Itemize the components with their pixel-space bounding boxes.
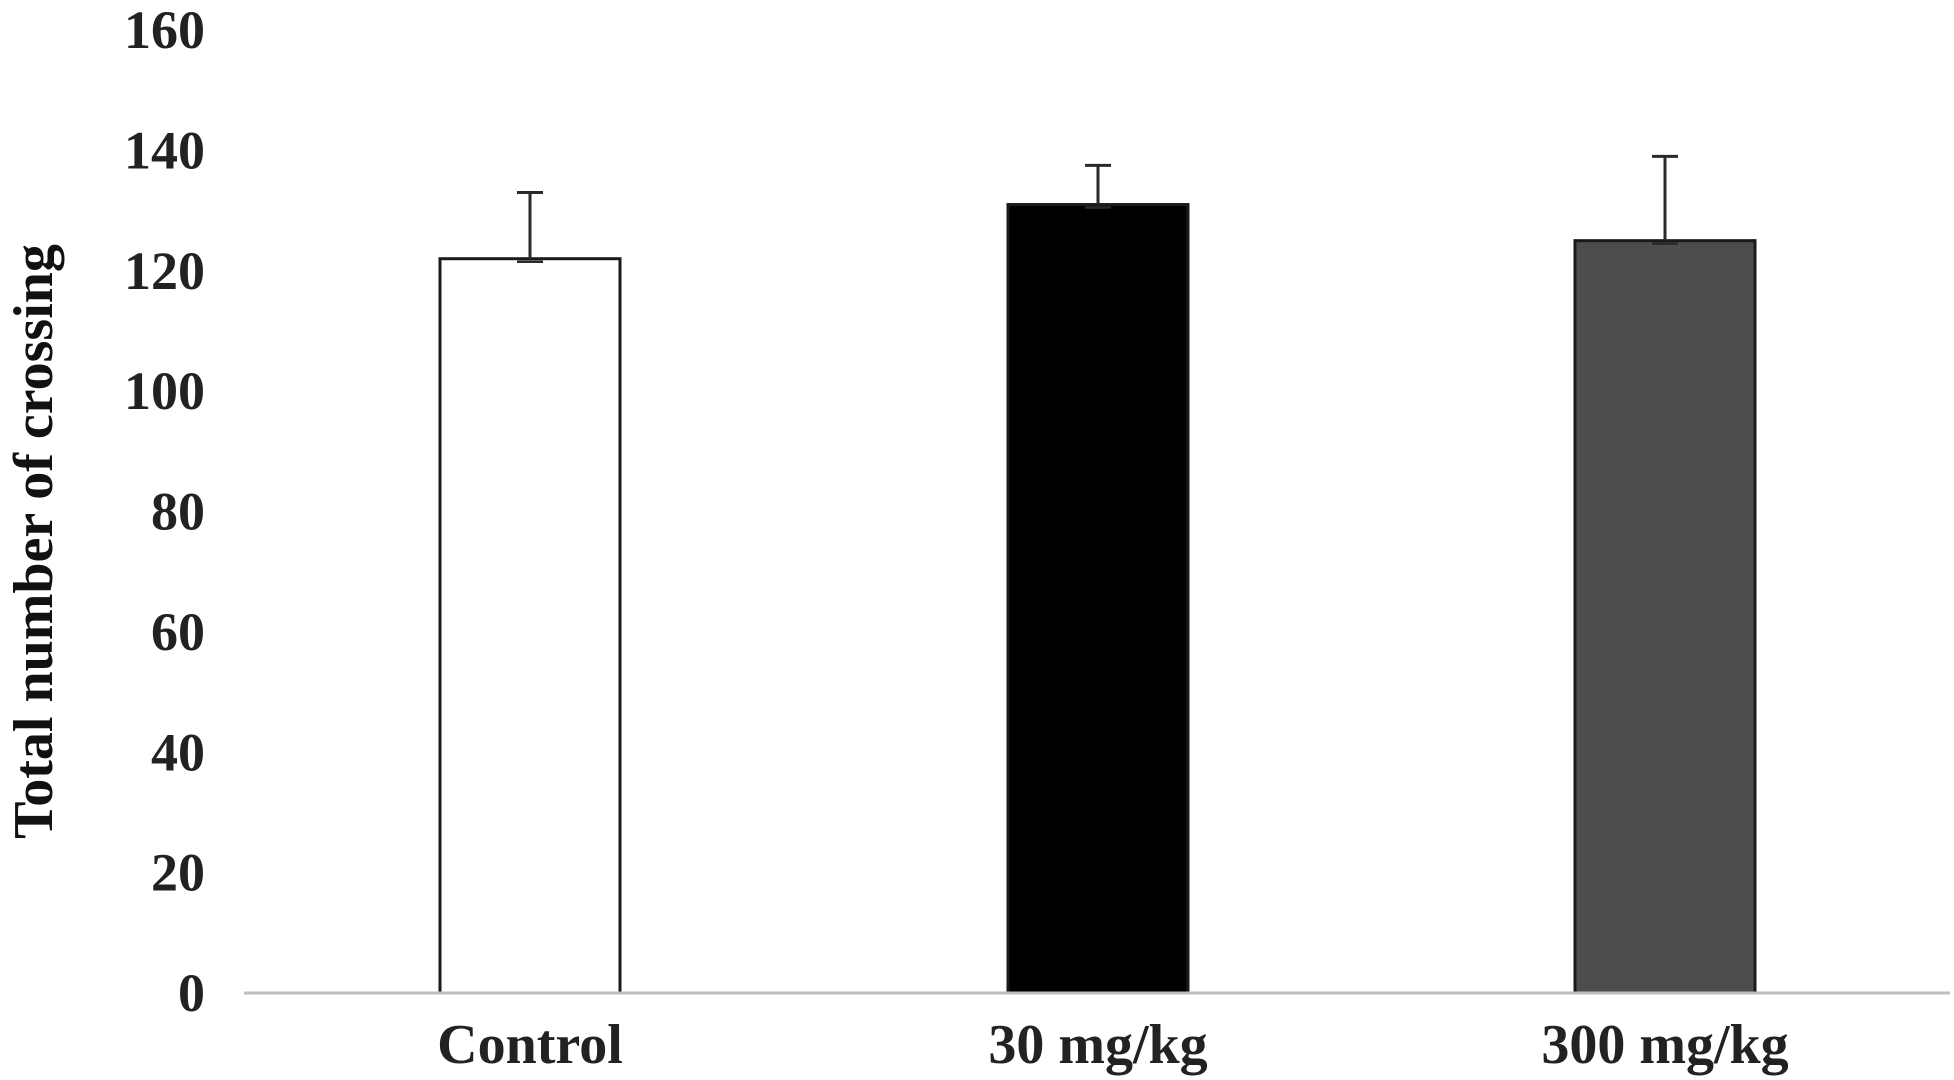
y-tick-label: 100 <box>124 361 205 421</box>
y-tick-label: 0 <box>178 963 205 1023</box>
x-tick-label: 300 mg/kg <box>1541 1014 1788 1076</box>
x-tick-label: 30 mg/kg <box>988 1014 1207 1076</box>
y-tick-label: 160 <box>124 0 205 60</box>
bar <box>1006 203 1190 995</box>
bar <box>1573 239 1757 995</box>
y-tick-label: 60 <box>151 602 205 662</box>
x-axis-labels: Control 30 mg/kg 300 mg/kg <box>437 1014 1789 1076</box>
y-tick-label: 80 <box>151 482 205 542</box>
y-axis-ticks: 0 20 40 60 80 100 120 140 160 <box>124 0 205 1023</box>
bars <box>438 203 1757 995</box>
y-tick-label: 20 <box>151 843 205 903</box>
x-tick-label: Control <box>437 1014 623 1076</box>
y-tick-label: 140 <box>124 120 205 180</box>
y-tick-label: 120 <box>124 241 205 301</box>
y-tick-label: 40 <box>151 722 205 782</box>
y-axis-title: Total number of crossing <box>3 244 65 839</box>
error-bars <box>517 154 1678 263</box>
bar <box>438 257 622 995</box>
